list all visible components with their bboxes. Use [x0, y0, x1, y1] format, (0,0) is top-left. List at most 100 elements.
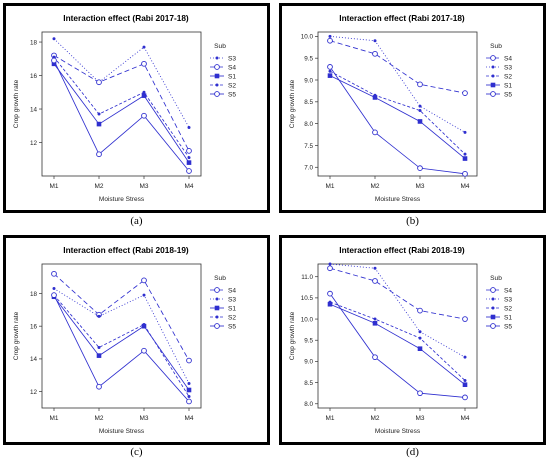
point-c-s5-m1 [51, 292, 57, 298]
x-tick-label-d-1: M2 [370, 415, 379, 422]
series-c-s3 [52, 287, 191, 385]
legend-marker-c-3 [215, 315, 219, 319]
chart-panel-a: Interaction effect (Rabi 2017-18) 12 14 16 1… [3, 3, 270, 213]
series-line-a-s2 [53, 56, 190, 158]
legend-label-a-0: S3 [228, 55, 236, 62]
point-a-s5-m2 [96, 151, 102, 158]
legend-marker-b-2 [491, 74, 495, 78]
legend-marker-b-0 [490, 55, 496, 61]
point-a-s4-m4 [186, 148, 192, 154]
point-c-s3-m4 [187, 381, 191, 385]
caption-a: (a) [130, 215, 143, 227]
x-tick-label-b-1: M2 [370, 183, 379, 190]
point-a-s5-m1 [51, 57, 57, 64]
point-c-s3-m3 [142, 293, 146, 297]
point-d-s1-m3 [417, 346, 423, 352]
point-d-s3-m3 [418, 330, 422, 334]
legend-label-c-0: S4 [228, 287, 236, 294]
point-a-s5-m4 [186, 168, 192, 174]
y-tick-label-d-2: 9.0 [304, 359, 313, 366]
y-axis-label-c: Crop growth rate [13, 311, 20, 360]
y-tick-label-c-3: 18 [30, 291, 38, 298]
caption-c: (c) [130, 446, 143, 458]
series-line-b-s1 [329, 75, 466, 159]
x-tick-label-d-0: M1 [325, 415, 334, 422]
point-a-s4-m2 [96, 79, 102, 86]
plot-frame-b [317, 31, 478, 177]
series-line-c-s1 [53, 296, 190, 391]
chart-title-c: Interaction effect (Rabi 2018-19) [63, 245, 189, 255]
series-line-a-s3 [53, 38, 190, 128]
series-d-s3 [328, 262, 467, 359]
legend-label-c-2: S1 [228, 305, 236, 312]
point-d-s3-m2 [373, 266, 377, 270]
point-c-s3-m2 [97, 314, 101, 318]
point-c-s2-m3 [142, 323, 146, 327]
x-axis-label-d: Moisture Stress [375, 428, 421, 435]
point-d-s2-m2 [373, 317, 377, 321]
point-d-s3-m4 [463, 355, 467, 359]
legend-label-a-2: S1 [228, 73, 236, 80]
y-axis-label-a: Crop growth rate [13, 79, 20, 128]
x-tick-label-c-0: M1 [49, 415, 58, 422]
series-a-s2 [52, 55, 191, 160]
series-b-s1 [327, 73, 468, 161]
y-tick-label-b-5: 9.5 [304, 55, 313, 62]
chart-svg-c: Interaction effect (Rabi 2018-19) 12 14 16 1… [13, 245, 236, 435]
chart-svg-b: Interaction effect (Rabi 2017-18) 7.0 7.5 8… [289, 13, 512, 203]
legend-label-d-1: S3 [504, 296, 512, 303]
legend-marker-c-4 [214, 323, 220, 329]
point-b-s3-m3 [418, 104, 422, 108]
legend-label-b-2: S2 [504, 73, 512, 80]
point-b-s4-m1 [327, 37, 333, 44]
series-line-b-s4 [329, 40, 466, 94]
legend-label-b-0: S4 [504, 55, 512, 62]
legend-label-d-3: S1 [504, 314, 512, 321]
series-line-b-s2 [329, 70, 466, 155]
x-tick-label-b-0: M1 [325, 183, 334, 190]
x-axis-label-c: Moisture Stress [99, 428, 145, 435]
x-tick-label-b-2: M3 [415, 183, 424, 190]
legend-label-b-3: S1 [504, 82, 512, 89]
point-a-s1-m4 [186, 160, 192, 165]
legend-marker-d-2 [491, 306, 495, 310]
series-line-d-s5 [329, 293, 466, 398]
series-d-s4 [327, 265, 468, 322]
point-a-s2-m4 [187, 156, 191, 160]
point-a-s5-m3 [141, 112, 147, 119]
x-axis-label-b: Moisture Stress [375, 196, 421, 203]
point-c-s3-m1 [52, 287, 56, 291]
point-b-s3-m4 [463, 130, 467, 134]
legend-title-b: Sub [490, 43, 502, 50]
point-b-s5-m2 [372, 129, 378, 136]
legend-label-a-1: S4 [228, 64, 236, 71]
point-d-s4-m3 [417, 307, 423, 314]
y-tick-label-c-0: 12 [30, 389, 38, 396]
point-d-s5-m3 [417, 390, 423, 397]
legend-label-d-0: S4 [504, 287, 512, 294]
y-tick-label-d-0: 8.0 [304, 401, 313, 408]
point-d-s5-m2 [372, 354, 378, 361]
point-c-s2-m4 [187, 395, 191, 399]
y-tick-label-b-3: 8.5 [304, 99, 313, 106]
legend-label-c-1: S3 [228, 296, 236, 303]
y-tick-label-d-1: 8.5 [304, 380, 313, 387]
y-tick-label-d-5: 10.5 [301, 295, 314, 302]
chart-panel-b: Interaction effect (Rabi 2017-18) 7.0 7.5 8… [279, 3, 546, 213]
series-b-s2 [328, 69, 467, 156]
series-line-c-s2 [53, 294, 190, 397]
point-a-s1-m2 [96, 121, 102, 127]
series-line-a-s5 [53, 60, 190, 172]
legend-marker-b-4 [490, 91, 496, 97]
series-line-a-s4 [53, 55, 190, 152]
point-a-s2-m3 [142, 90, 146, 94]
chart-title-d: Interaction effect (Rabi 2018-19) [339, 245, 465, 255]
series-line-a-s1 [53, 63, 190, 163]
y-axis-label-d: Crop growth rate [289, 311, 296, 360]
series-line-d-s2 [329, 301, 466, 381]
series-line-c-s5 [53, 294, 190, 402]
caption-b: (b) [406, 215, 419, 227]
plot-frame-a [41, 31, 202, 177]
y-tick-label-a-0: 12 [30, 140, 38, 147]
y-tick-label-d-6: 11.0 [301, 274, 313, 281]
